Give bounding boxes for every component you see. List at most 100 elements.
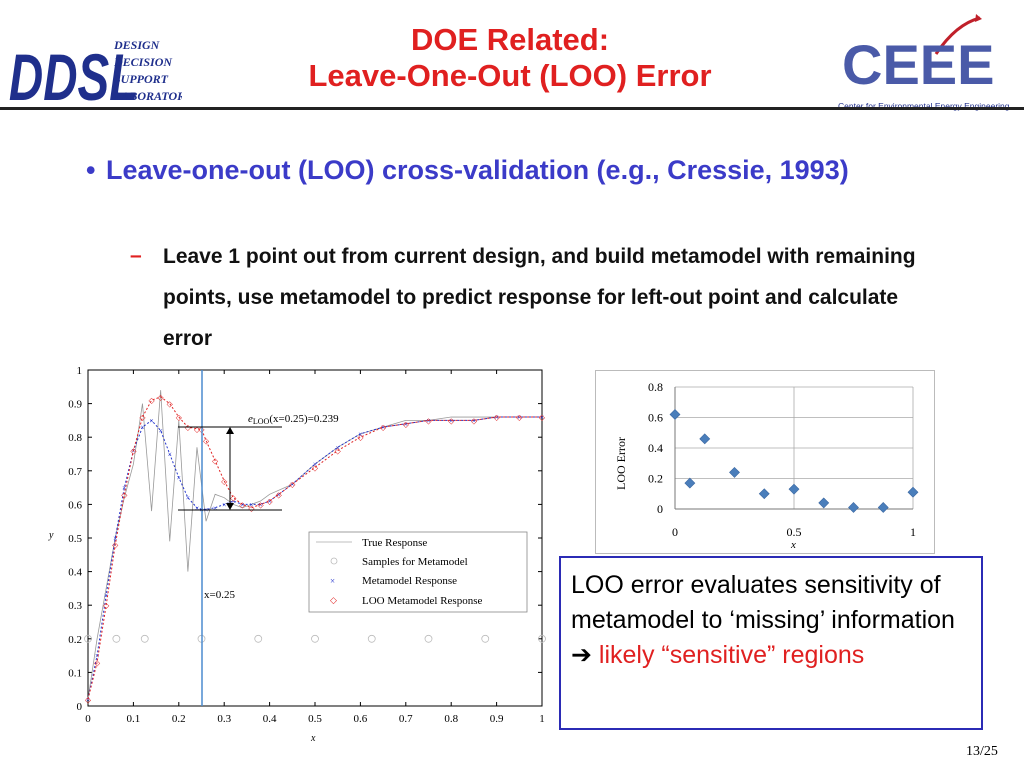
metamodel-point: × <box>472 416 477 425</box>
metamodel-point: × <box>140 423 145 432</box>
loo-error-point <box>848 502 859 513</box>
y-tick-label: 0.2 <box>68 634 82 646</box>
callout-highlight: likely “sensitive” regions <box>598 641 865 669</box>
metamodel-point: × <box>186 494 191 503</box>
loo-x-tick-label: 1 <box>910 525 916 539</box>
loo-point: ◇ <box>139 413 146 422</box>
callout-text: LOO error evaluates sensitivity of metam… <box>571 571 955 634</box>
loo-error-point <box>758 488 770 500</box>
x-tick-label: 0.7 <box>399 713 413 725</box>
sample-point <box>481 634 490 643</box>
metamodel-point: × <box>276 490 281 499</box>
sample-point <box>140 634 149 643</box>
bullet-text: Leave-one-out (LOO) cross-validation (e.… <box>106 155 849 185</box>
loo-error-chart-frame <box>595 370 935 554</box>
metamodel-point: × <box>358 430 363 439</box>
slide-title-line2: Leave-One-Out (LOO) Error <box>308 58 712 93</box>
y-tick-label: 0.4 <box>68 567 82 579</box>
x-tick-label: 0.6 <box>354 713 368 725</box>
x-tick-label: 1 <box>539 713 545 725</box>
x-tick-label: 0 <box>85 713 91 725</box>
loo-y-label: LOO Error <box>614 437 628 490</box>
arrow-icon: ➔ <box>571 641 592 669</box>
loo-point: ◇ <box>335 447 342 456</box>
loo-point: ◇ <box>130 447 137 456</box>
loo-point: ◇ <box>539 413 546 422</box>
slide-title-line1: DOE Related: <box>410 22 610 57</box>
loo-error-point <box>907 486 919 498</box>
y-tick-label: 0.9 <box>68 399 82 411</box>
loo-point: ◇ <box>289 480 296 489</box>
metamodel-point: × <box>240 500 245 509</box>
x-marker-label: x=0.25 <box>204 589 235 601</box>
loo-point: ◇ <box>471 416 478 425</box>
ddsl-logo-line: DESIGN <box>113 38 161 52</box>
bullet-dot: • <box>86 155 96 185</box>
metamodel-point: × <box>231 497 236 506</box>
loo-point: ◇ <box>221 477 228 486</box>
loo-point: ◇ <box>112 541 119 550</box>
slide-title: DOE Related: Leave-One-Out (LOO) Error <box>190 22 830 94</box>
loo-point: ◇ <box>403 420 410 429</box>
ceee-logo: CEEE Center for Environmental Energy Eng… <box>836 14 1018 114</box>
loo-point: ◇ <box>85 695 92 704</box>
ceee-logo-main: CEEE <box>842 33 995 96</box>
callout-box: LOO error evaluates sensitivity of metam… <box>559 556 983 730</box>
sample-point <box>84 634 92 643</box>
metamodel-point: × <box>267 497 272 506</box>
loo-y-tick-label: 0.2 <box>648 472 663 486</box>
loo-point: ◇ <box>94 658 101 667</box>
loo-error-point <box>684 477 696 489</box>
metamodel-point: × <box>158 426 163 435</box>
metamodel-point: × <box>149 416 154 425</box>
y-tick-label: 0.6 <box>68 499 82 511</box>
metamodel-point: × <box>404 420 409 429</box>
x-tick-label: 0.8 <box>444 713 458 725</box>
loo-point: ◇ <box>103 601 110 610</box>
loo-y-tick-label: 0.8 <box>648 380 663 394</box>
ddsl-logo-line: DECISION <box>113 55 173 69</box>
metamodel-point: × <box>313 460 318 469</box>
metamodel-point: × <box>104 591 109 600</box>
sub-bullet-text: Leave 1 point out from current design, a… <box>163 245 916 350</box>
loo-point: ◇ <box>121 490 128 499</box>
loo-point: ◇ <box>257 500 264 509</box>
metamodel-point: × <box>195 504 200 513</box>
loo-point: ◇ <box>248 504 255 513</box>
ddsl-logo: DDSL DESIGN DECISION SUPPORT LABORATORY <box>6 16 194 115</box>
sample-point <box>424 634 433 643</box>
loo-point: ◇ <box>494 413 501 422</box>
loo-point: ◇ <box>357 433 364 442</box>
x-tick-label: 0.4 <box>263 713 277 725</box>
svg-text:◇: ◇ <box>330 595 337 605</box>
loo-point: ◇ <box>212 457 219 466</box>
loo-metamodel-plot: 0 0.1 0.2 0.3 0.4 0.5 0.6 0.7 0.8 0.9 1 0 0.1 0.2 0.3 0… <box>48 365 546 744</box>
loo-point: ◇ <box>230 494 237 503</box>
page-number: 13/25 <box>966 744 998 759</box>
loo-point: ◇ <box>167 400 174 409</box>
loo-point: ◇ <box>312 463 319 472</box>
loo-x-tick-label: 0 <box>672 525 678 539</box>
y-tick-label: 0.3 <box>68 600 82 612</box>
x-tick-label: 0.3 <box>217 713 231 725</box>
metamodel-point: × <box>249 500 254 509</box>
sub-bullet-dash: – <box>130 244 142 267</box>
metamodel-point: × <box>290 480 295 489</box>
loo-point: ◇ <box>267 497 274 506</box>
error-annotation: eLOO(x=0.25)=0.239 <box>248 413 339 426</box>
loo-point: ◇ <box>239 500 246 509</box>
legend-metamodel: Metamodel Response <box>362 575 457 587</box>
metamodel-point: × <box>517 413 522 422</box>
ddsl-logo-main: DDSL <box>9 41 138 112</box>
loo-point: ◇ <box>203 437 210 446</box>
sample-point <box>538 634 546 643</box>
metamodel-point: × <box>86 695 91 704</box>
loo-y-tick-label: 0 <box>657 502 663 516</box>
loo-error-point <box>729 466 740 478</box>
loo-error-chart: 0 0.2 0.4 0.6 0.8 0 0.5 1 LOO Error x <box>614 380 919 551</box>
legend-samples: Samples for Metamodel <box>362 556 468 568</box>
metamodel-point: × <box>167 450 172 459</box>
loo-y-tick-label: 0.6 <box>648 411 663 425</box>
metamodel-point: × <box>95 652 100 661</box>
loo-point: ◇ <box>425 416 432 425</box>
